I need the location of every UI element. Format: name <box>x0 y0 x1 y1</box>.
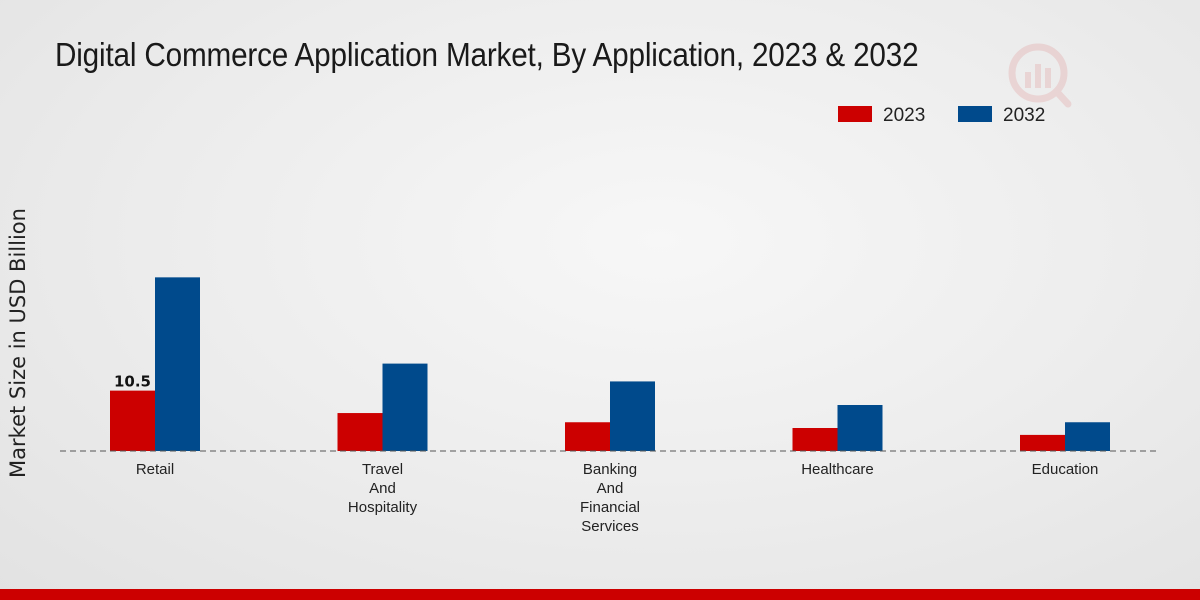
footer-bar <box>0 589 1200 600</box>
x-tick-label-2: Banking And Financial Services <box>580 461 640 535</box>
x-tick-label-3: Healthcare <box>801 461 874 478</box>
chart-title: Digital Commerce Application Market, By … <box>55 36 919 73</box>
watermark-logo <box>1008 43 1072 108</box>
bar-2032-3 <box>837 405 883 451</box>
x-tick-label-0: Retail <box>136 461 174 478</box>
bar-2032-0 <box>155 277 200 451</box>
data-label-0: 10.5 <box>114 373 151 391</box>
bar-2023-4 <box>1020 434 1065 451</box>
bar-2023-3 <box>792 428 838 451</box>
bars <box>110 277 1110 451</box>
y-axis-title: Market Size in USD Billion <box>6 208 30 478</box>
bar-2023-0 <box>110 390 155 451</box>
legend-swatch-2032 <box>958 106 992 122</box>
legend: 2023 2032 <box>838 105 1045 126</box>
y-axis-label: Market Size in USD Billion <box>6 208 30 478</box>
bar-2023-2 <box>565 422 610 451</box>
bar-2032-1 <box>382 363 428 451</box>
x-axis-ticks: Retail Travel And Hospitality Banking And Fina… <box>136 461 1099 535</box>
bar-2032-2 <box>610 381 655 451</box>
bar-2032-4 <box>1065 422 1110 451</box>
legend-label-2032: 2032 <box>1003 105 1045 126</box>
x-tick-label-4: Education <box>1032 461 1099 478</box>
x-tick-label-1: Travel And Hospitality <box>348 461 418 516</box>
bar-2023-1 <box>337 413 383 451</box>
data-labels: 10.5 <box>114 373 151 391</box>
legend-label-2023: 2023 <box>883 105 925 126</box>
legend-swatch-2023 <box>838 106 872 122</box>
